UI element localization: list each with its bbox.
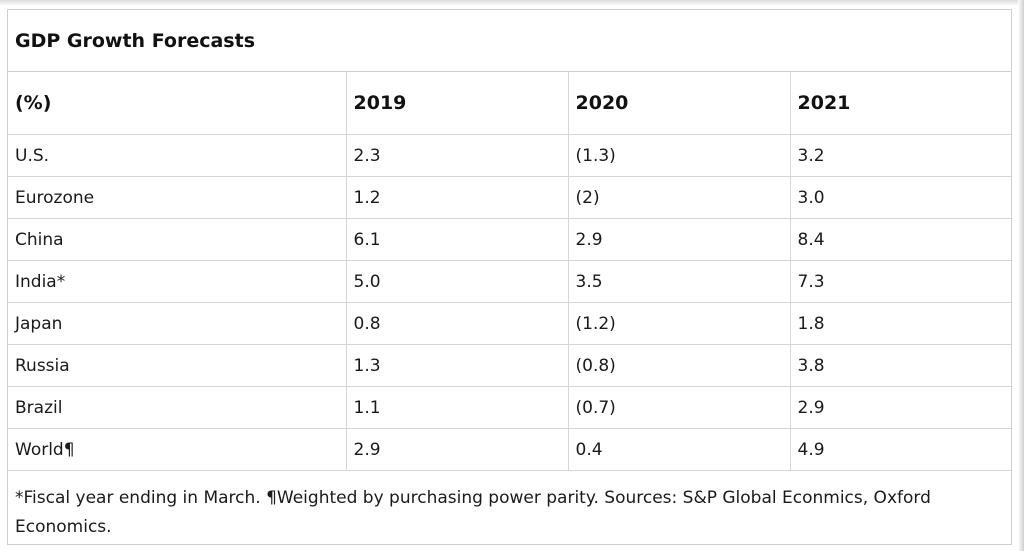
table-body: U.S. 2.3 (1.3) 3.2 Eurozone 1.2 (2) 3.0 China 6.1… <box>8 134 1011 471</box>
column-header-2020: 2020 <box>568 72 791 135</box>
row-label: Russia <box>8 344 347 387</box>
value-cell-2019: 2.3 <box>346 134 569 177</box>
value-cell-2020: (0.8) <box>568 344 791 387</box>
gdp-forecast-table: (%) 2019 2020 2021 U.S. 2.3 (1.3) 3.2 Eurozo… <box>8 72 1011 471</box>
row-label: World¶ <box>8 428 347 471</box>
value-cell-2020: (2) <box>568 176 791 219</box>
value-cell-2021: 7.3 <box>790 260 1011 303</box>
table-row: Japan 0.8 (1.2) 1.8 <box>8 302 1011 345</box>
value-cell-2019: 1.3 <box>346 344 569 387</box>
row-label: Eurozone <box>8 176 347 219</box>
table-row: Russia 1.3 (0.8) 3.8 <box>8 344 1011 387</box>
column-header-2021: 2021 <box>790 72 1011 135</box>
row-label: India* <box>8 260 347 303</box>
value-cell-2021: 4.9 <box>790 428 1011 471</box>
value-cell-2019: 6.1 <box>346 218 569 261</box>
value-cell-2020: 0.4 <box>568 428 791 471</box>
table-title: GDP Growth Forecasts <box>8 10 1011 72</box>
value-cell-2019: 1.1 <box>346 386 569 429</box>
table-row: World¶ 2.9 0.4 4.9 <box>8 428 1011 471</box>
value-cell-2021: 2.9 <box>790 386 1011 429</box>
value-cell-2019: 1.2 <box>346 176 569 219</box>
gdp-forecast-card: GDP Growth Forecasts (%) 2019 2020 2021 … <box>7 9 1012 545</box>
value-cell-2019: 0.8 <box>346 302 569 345</box>
value-cell-2021: 1.8 <box>790 302 1011 345</box>
table-row: Brazil 1.1 (0.7) 2.9 <box>8 386 1011 429</box>
value-cell-2021: 8.4 <box>790 218 1011 261</box>
value-cell-2020: 2.9 <box>568 218 791 261</box>
row-label: U.S. <box>8 134 347 177</box>
table-row: China 6.1 2.9 8.4 <box>8 218 1011 261</box>
value-cell-2021: 3.2 <box>790 134 1011 177</box>
column-header-unit: (%) <box>8 72 347 135</box>
table-row: Eurozone 1.2 (2) 3.0 <box>8 176 1011 219</box>
value-cell-2019: 2.9 <box>346 428 569 471</box>
value-cell-2021: 3.0 <box>790 176 1011 219</box>
value-cell-2020: (1.3) <box>568 134 791 177</box>
row-label: Brazil <box>8 386 347 429</box>
column-header-2019: 2019 <box>346 72 569 135</box>
value-cell-2020: (1.2) <box>568 302 791 345</box>
window-top-edge <box>0 0 1024 6</box>
table-row: U.S. 2.3 (1.3) 3.2 <box>8 134 1011 177</box>
value-cell-2021: 3.8 <box>790 344 1011 387</box>
value-cell-2020: 3.5 <box>568 260 791 303</box>
value-cell-2019: 5.0 <box>346 260 569 303</box>
footnote: *Fiscal year ending in March. ¶Weighted … <box>15 488 931 537</box>
header-row: (%) 2019 2020 2021 <box>8 72 1011 135</box>
table-row: India* 5.0 3.5 7.3 <box>8 260 1011 303</box>
row-label: Japan <box>8 302 347 345</box>
window-right-edge <box>1018 0 1024 551</box>
row-label: China <box>8 218 347 261</box>
value-cell-2020: (0.7) <box>568 386 791 429</box>
